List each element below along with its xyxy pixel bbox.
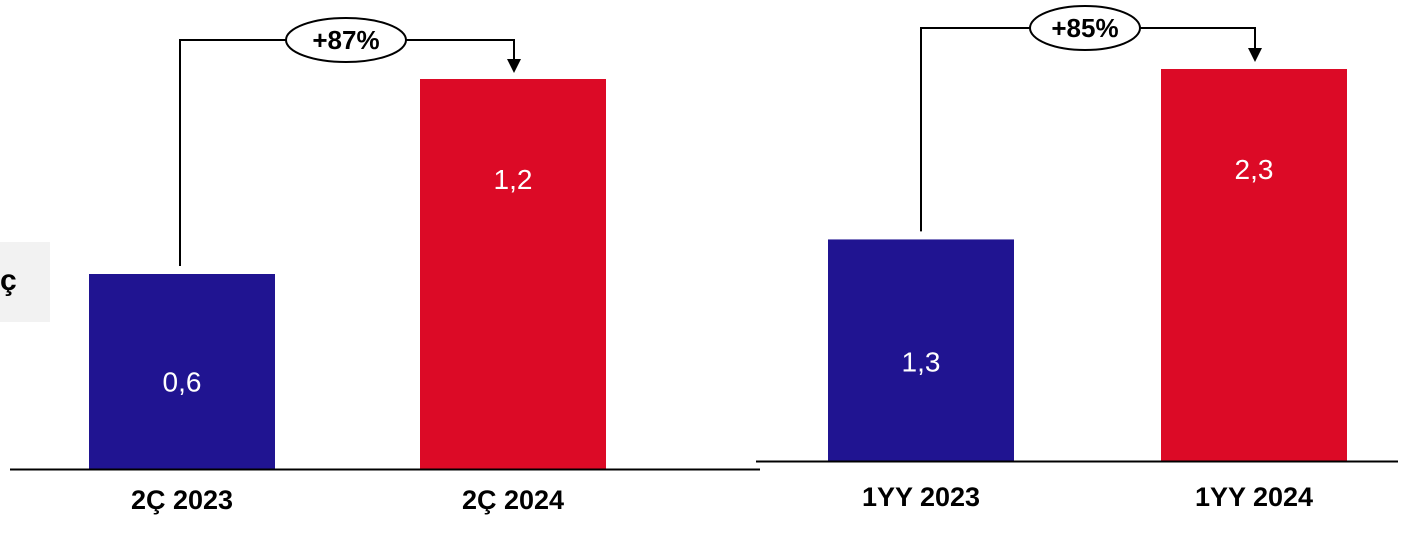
x-tick-1-2: 2Ç 2024: [462, 485, 564, 515]
bracket-right-1: [406, 39, 515, 61]
data-label-2-2: 2,3: [1235, 154, 1274, 185]
bar-1-1: [89, 274, 275, 469]
x-tick-2-1: 1YY 2023: [862, 482, 980, 512]
bar-2-2: [1161, 69, 1347, 461]
change-label-1: +87%: [312, 25, 379, 55]
change-oval-1: [285, 17, 407, 63]
data-label-1-2: 1,2: [494, 164, 533, 195]
side-tab: ç: [0, 242, 50, 322]
change-label-2: +85%: [1051, 13, 1118, 43]
bar-2-1: [828, 239, 1014, 461]
data-label-2-1: 1,3: [902, 346, 941, 377]
bracket-left-1: [179, 39, 286, 266]
bar-1-2: [420, 79, 606, 469]
x-tick-1-1: 2Ç 2023: [131, 485, 233, 515]
side-tab-label: ç: [0, 264, 17, 297]
bracket-right-2: [1140, 27, 1256, 50]
bracket-left-2: [920, 27, 1030, 232]
arrow-head-2: [1248, 48, 1262, 62]
change-oval-2: [1029, 5, 1141, 51]
data-label-1-1: 0,6: [163, 366, 202, 397]
arrow-head-1: [507, 59, 521, 73]
x-tick-2-2: 1YY 2024: [1195, 482, 1313, 512]
